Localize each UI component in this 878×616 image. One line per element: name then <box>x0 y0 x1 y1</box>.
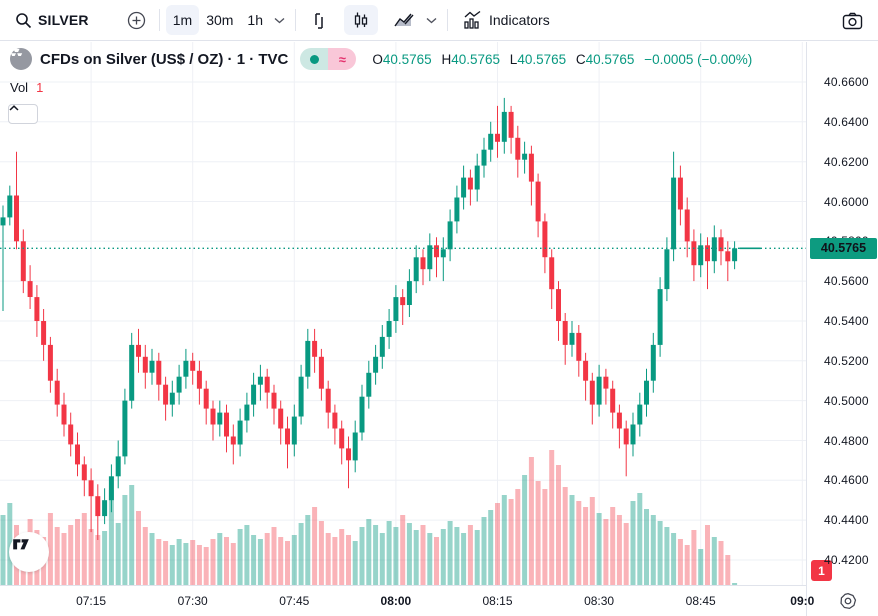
price-axis-label: 40.4800 <box>824 433 869 448</box>
price-axis-label: 40.6000 <box>824 194 869 209</box>
time-axis-label: 09:0 <box>790 594 815 608</box>
instrument-logo-icon <box>10 48 32 70</box>
bars-style-icon <box>309 10 329 30</box>
low-value: 40.5765 <box>517 51 567 67</box>
collapse-legend-button[interactable] <box>8 104 38 124</box>
price-axis-label: 40.4400 <box>824 513 869 528</box>
price-axis-label: 40.6600 <box>824 75 869 89</box>
price-scale-settings-button[interactable] <box>837 590 859 612</box>
chart-legend[interactable]: CFDs on Silver (US$ / OZ) · 1 · TVC ≈ O4… <box>10 48 752 70</box>
chart-pane[interactable]: CFDs on Silver (US$ / OZ) · 1 · TVC ≈ O4… <box>0 42 806 585</box>
style-chevron-icon <box>426 17 437 24</box>
add-symbol-icon <box>127 11 146 30</box>
indicators-icon <box>461 10 483 30</box>
chart-style-area-button[interactable] <box>386 5 422 35</box>
market-status-pill[interactable]: ≈ <box>300 48 357 70</box>
camera-icon <box>842 12 863 30</box>
price-axis-label: 40.5400 <box>824 314 869 328</box>
candles-style-icon <box>351 10 371 30</box>
ohlc-values: O40.5765 H40.5765 L40.5765 C40.5765 −0.0… <box>372 51 753 67</box>
time-axis-label: 07:30 <box>177 594 208 608</box>
interval-1h-button[interactable]: 1h <box>240 5 270 35</box>
delayed-data-icon: ≈ <box>328 48 357 70</box>
volume-value: 1 <box>36 80 44 95</box>
snapshot-button[interactable] <box>835 6 870 36</box>
data-status-icon <box>300 48 329 70</box>
close-value: 40.5765 <box>585 51 635 67</box>
compare-add-symbol-button[interactable] <box>120 5 153 35</box>
last-price-label: 40.5765 <box>810 237 877 259</box>
time-axis-label: 07:15 <box>76 594 107 608</box>
toolbar-divider <box>447 9 448 31</box>
price-axis-label: 40.5600 <box>824 274 869 289</box>
symbol-name: SILVER <box>38 12 89 28</box>
time-axis-label: 08:15 <box>482 594 513 608</box>
candlestick-chart[interactable] <box>0 42 806 585</box>
search-icon <box>15 12 32 29</box>
symbol-title[interactable]: CFDs on Silver (US$ / OZ) · 1 · TVC <box>40 50 289 68</box>
interval-chevron-icon <box>274 17 285 24</box>
symbol-search-button[interactable]: SILVER <box>8 5 96 35</box>
time-axis-label: 07:45 <box>279 594 310 608</box>
volume-axis-badge: 1 <box>811 560 832 581</box>
high-value: 40.5765 <box>451 51 501 67</box>
interval-menu-button[interactable] <box>270 5 289 35</box>
open-value: 40.5765 <box>382 51 432 67</box>
interval-30m-button[interactable]: 30m <box>199 5 240 35</box>
toolbar-divider <box>295 9 296 31</box>
change-value: −0.0005 (−0.00%) <box>644 51 753 67</box>
time-axis-label: 08:30 <box>584 594 615 608</box>
chart-style-bars-button[interactable] <box>302 5 336 35</box>
price-axis-label: 40.4200 <box>824 553 869 567</box>
volume-legend[interactable]: Vol 1 <box>10 80 43 95</box>
price-axis-label: 40.6400 <box>824 114 869 129</box>
chart-style-menu-button[interactable] <box>422 5 441 35</box>
time-axis-label: 08:45 <box>685 594 716 608</box>
volume-label: Vol <box>10 80 29 95</box>
area-style-icon <box>393 11 415 29</box>
time-axis-label: 08:00 <box>380 594 412 608</box>
toolbar-divider <box>158 9 160 31</box>
price-axis-label: 40.6200 <box>824 154 869 169</box>
chart-style-candles-button[interactable] <box>344 5 378 35</box>
time-axis[interactable]: 07:15 07:30 07:45 08:00 08:15 08:30 08:45 09:0 <box>0 585 814 616</box>
interval-1m-button[interactable]: 1m <box>165 5 200 35</box>
price-axis-label: 40.4600 <box>824 473 869 488</box>
top-toolbar: SILVER 1m 30m 1h <box>0 0 878 41</box>
price-axis[interactable]: 1 40.660040.640040.620040.600040.580040.… <box>806 42 878 616</box>
indicators-label: Indicators <box>489 12 550 28</box>
indicators-button[interactable]: Indicators <box>454 5 557 35</box>
tradingview-logo[interactable] <box>9 532 49 572</box>
price-axis-label: 40.5200 <box>824 353 869 368</box>
price-axis-label: 40.5000 <box>824 393 869 408</box>
gear-icon <box>839 592 857 610</box>
